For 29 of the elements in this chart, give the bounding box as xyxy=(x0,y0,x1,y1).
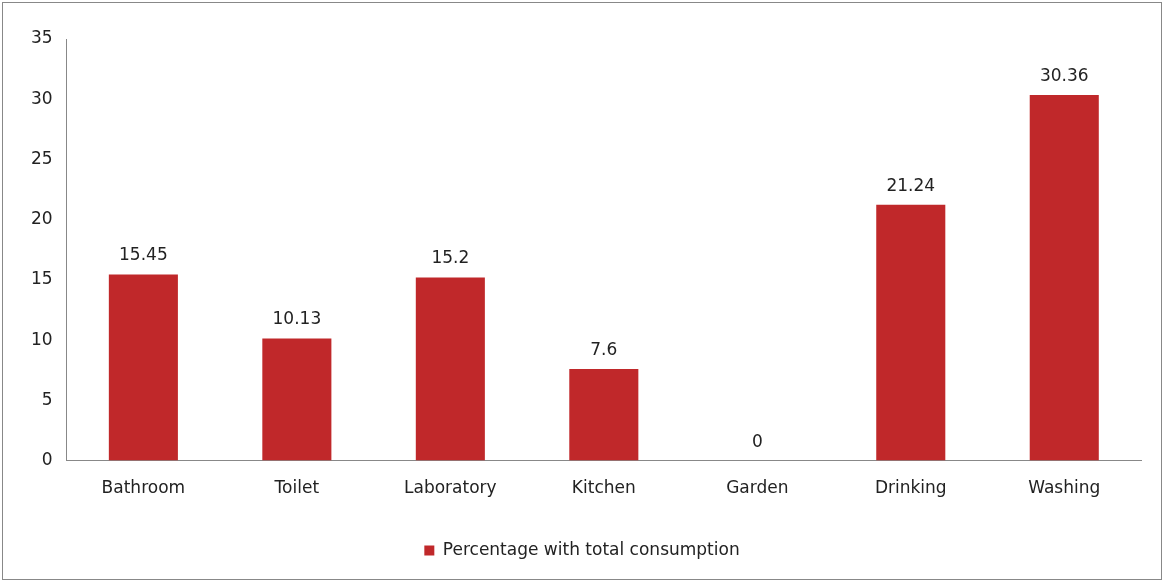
data-label: 15.2 xyxy=(431,247,470,268)
y-tick-label: 10 xyxy=(30,328,53,349)
x-tick-label: Drinking xyxy=(874,477,947,498)
x-tick-label: Laboratory xyxy=(404,477,497,498)
bar xyxy=(569,369,639,461)
bar xyxy=(415,277,485,461)
bar xyxy=(108,274,178,461)
y-tick-label: 0 xyxy=(41,449,53,470)
bar xyxy=(1029,94,1099,461)
bar xyxy=(262,338,332,461)
data-label: 21.24 xyxy=(886,174,936,195)
data-label: 10.13 xyxy=(272,308,322,329)
data-label: 0 xyxy=(751,430,763,451)
x-tick-label: Washing xyxy=(1028,477,1101,498)
legend-label: Percentage with total consumption xyxy=(442,538,740,559)
y-tick-label: 35 xyxy=(30,27,53,48)
y-tick-label: 5 xyxy=(41,388,53,409)
bar xyxy=(876,204,946,461)
y-tick-label: 30 xyxy=(30,87,53,108)
data-label: 7.6 xyxy=(590,338,618,359)
data-label: 30.36 xyxy=(1039,64,1089,85)
y-tick-label: 20 xyxy=(30,208,53,229)
x-tick-label: Kitchen xyxy=(571,477,636,498)
x-tick-label: Bathroom xyxy=(101,477,186,498)
x-tick-label: Toilet xyxy=(273,477,320,498)
x-tick-label: Garden xyxy=(726,477,789,498)
y-tick-label: 15 xyxy=(30,268,53,289)
data-label: 15.45 xyxy=(119,244,168,265)
y-tick-label: 25 xyxy=(30,147,53,168)
